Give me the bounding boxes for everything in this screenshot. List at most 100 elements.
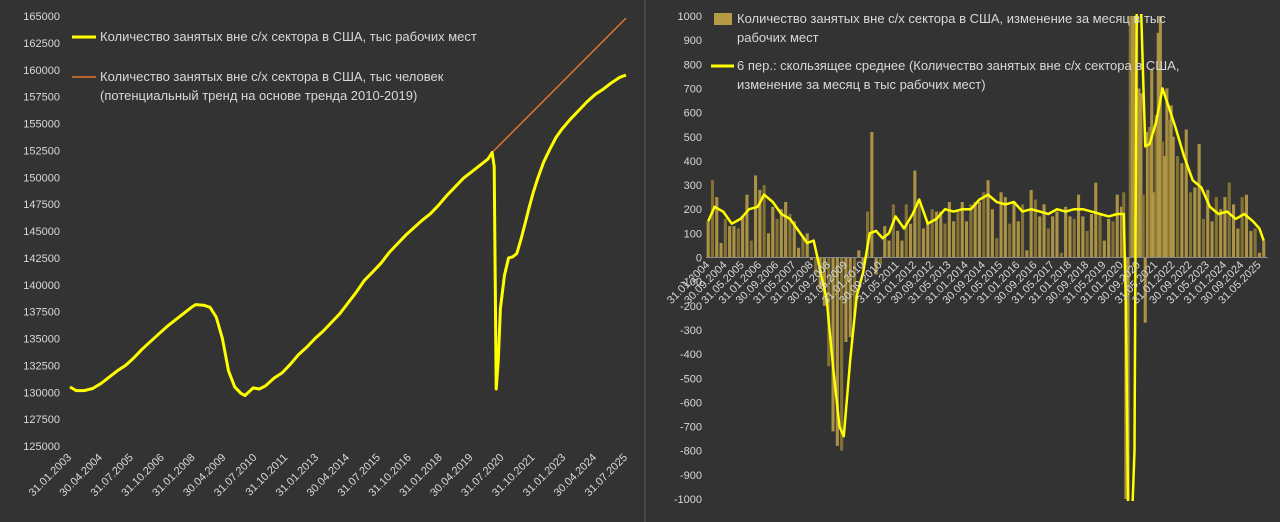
bar [775, 218, 779, 258]
bar [883, 226, 887, 258]
bar [853, 257, 857, 316]
bar [1141, 194, 1145, 258]
bar [1262, 240, 1266, 258]
bar [835, 257, 839, 446]
left-legend: Количество занятых вне с/х сектора в США… [72, 29, 477, 103]
right-y-tick-label: 800 [684, 59, 702, 71]
bar [969, 204, 973, 258]
bar [990, 209, 994, 258]
bar [1137, 88, 1141, 258]
right-y-tick-label: -1000 [674, 494, 702, 506]
bar [930, 209, 934, 258]
bar [758, 189, 762, 258]
bar [1068, 216, 1072, 258]
bar [1244, 194, 1248, 258]
right-y-tick-label: 1000 [678, 11, 702, 23]
bar [956, 211, 960, 258]
bar [1180, 163, 1184, 258]
bar [1029, 189, 1033, 258]
left-y-tick-label: 125000 [23, 441, 60, 453]
series-line-trend [491, 17, 627, 154]
bar [1128, 16, 1132, 258]
bar [1253, 228, 1257, 258]
legend-label-payrolls: Количество занятых вне с/х сектора в США… [100, 29, 477, 44]
left-y-tick-label: 150000 [23, 172, 60, 184]
bar [1145, 131, 1149, 258]
bar [896, 230, 900, 258]
right-y-tick-label: -300 [680, 325, 702, 337]
right-y-axis: -1000-900-800-700-600-500-400-300-200-10… [674, 11, 702, 506]
bar [1223, 197, 1227, 258]
left-y-tick-label: 155000 [23, 119, 60, 131]
bar [891, 204, 895, 258]
bar [779, 209, 783, 258]
bar [762, 185, 766, 258]
bar [1051, 216, 1055, 258]
bar [706, 221, 710, 258]
right-y-tick-label: 400 [684, 156, 702, 168]
bar [952, 221, 956, 258]
right-y-tick-label: -800 [680, 446, 702, 458]
bar [1021, 204, 1025, 258]
bar [710, 180, 714, 258]
right-y-tick-label: 600 [684, 108, 702, 120]
bar [943, 223, 947, 258]
bar [874, 257, 878, 275]
right-y-tick-label: 900 [684, 35, 702, 47]
bar [973, 202, 977, 258]
right-y-tick-label: -700 [680, 422, 702, 434]
bar [995, 238, 999, 258]
bar [1120, 206, 1124, 258]
bar [784, 202, 788, 258]
left-y-axis: 125000 127500 130000 132500 135000 137500 1400… [23, 11, 60, 453]
bar [939, 211, 943, 258]
bar [792, 221, 796, 258]
bar [1055, 211, 1059, 258]
bar [1042, 204, 1046, 258]
bar [1165, 88, 1169, 258]
bar [1163, 156, 1167, 258]
bar [921, 228, 925, 258]
bar [1016, 221, 1020, 258]
bar [986, 180, 990, 258]
bar [965, 221, 969, 258]
bar [1102, 240, 1106, 258]
left-y-tick-label: 165000 [23, 11, 60, 23]
bar [878, 257, 882, 265]
bar [749, 240, 753, 258]
bar [1094, 182, 1098, 258]
bar [1193, 187, 1197, 258]
bar [1197, 144, 1201, 258]
bar [1077, 194, 1081, 258]
left-y-tick-label: 145000 [23, 226, 60, 238]
bar [840, 257, 844, 451]
bar [904, 204, 908, 258]
left-y-tick-label: 135000 [23, 334, 60, 346]
bar [1133, 16, 1137, 258]
bar [917, 204, 921, 258]
bar [1176, 156, 1180, 258]
bar [728, 226, 732, 258]
bar [1189, 192, 1193, 258]
legend-label-ma: 6 пер.: скользящее среднее (Количество з… [737, 58, 1179, 73]
right-y-tick-label: -400 [680, 349, 702, 361]
right-legend: Количество занятых вне с/х сектора в США… [711, 11, 1179, 92]
bar [1171, 136, 1175, 258]
left-y-tick-label: 140000 [23, 280, 60, 292]
bar [926, 221, 930, 258]
bar [1107, 218, 1111, 258]
bar [1154, 115, 1158, 258]
bar [1240, 197, 1244, 258]
bar [1085, 230, 1089, 258]
left-y-tick-label: 132500 [23, 360, 60, 372]
right-y-tick-label: -500 [680, 373, 702, 385]
bar [754, 175, 758, 258]
series-line-payrolls [69, 73, 627, 397]
bar [977, 202, 981, 258]
bar [1227, 182, 1231, 258]
left-y-tick-label: 160000 [23, 65, 60, 77]
bar [766, 233, 770, 258]
left-y-tick-label: 142500 [23, 253, 60, 265]
left-y-tick-label: 157500 [23, 92, 60, 104]
right-x-axis: 31.01.200430.09.200431.05.200531.01.2006… [665, 259, 1264, 306]
